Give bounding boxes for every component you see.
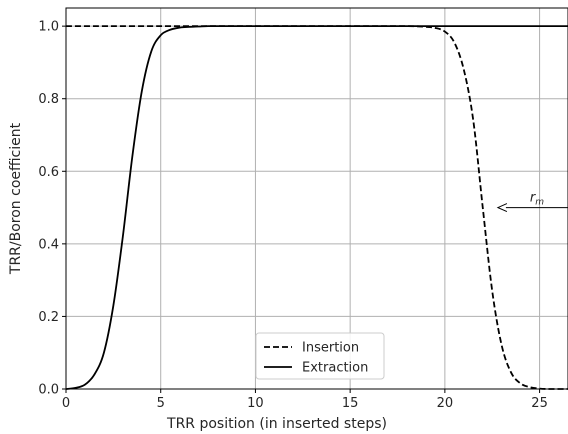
series-layer [65, 25, 568, 390]
annotation-arrow-head [496, 203, 508, 213]
x-tick-label: 25 [531, 396, 548, 411]
y-axis-label: TRR/Boron coefficient [8, 122, 24, 275]
y-tick-label: 1.0 [38, 20, 59, 35]
legend-label-insertion: Insertion [302, 341, 359, 356]
grid [65, 8, 568, 390]
annotations-layer: rm [496, 191, 568, 213]
y-tick-label: 0.6 [38, 165, 59, 180]
x-tick-label: 10 [247, 396, 264, 411]
x-tick-label: 15 [342, 396, 359, 411]
y-tick-label: 0.2 [38, 310, 59, 325]
x-tick-label: 0 [62, 396, 70, 411]
x-tick-label: 20 [437, 396, 454, 411]
series-line-extraction [65, 25, 568, 390]
y-tick-label: 0.8 [38, 92, 59, 107]
plot-frame [65, 7, 568, 390]
x-tick-label: 5 [157, 396, 165, 411]
y-tick-label: 0.0 [38, 383, 59, 398]
y-tick-label: 0.4 [38, 237, 59, 252]
legend-label-extraction: Extraction [302, 361, 368, 376]
legend: Insertion Extraction [255, 332, 385, 380]
ticks: 0 5 10 15 20 25 0.0 0.2 0.4 0.6 0.8 1.0 [38, 20, 548, 411]
annotation-label: rm [530, 191, 544, 208]
x-axis-label: TRR position (in inserted steps) [166, 416, 387, 432]
